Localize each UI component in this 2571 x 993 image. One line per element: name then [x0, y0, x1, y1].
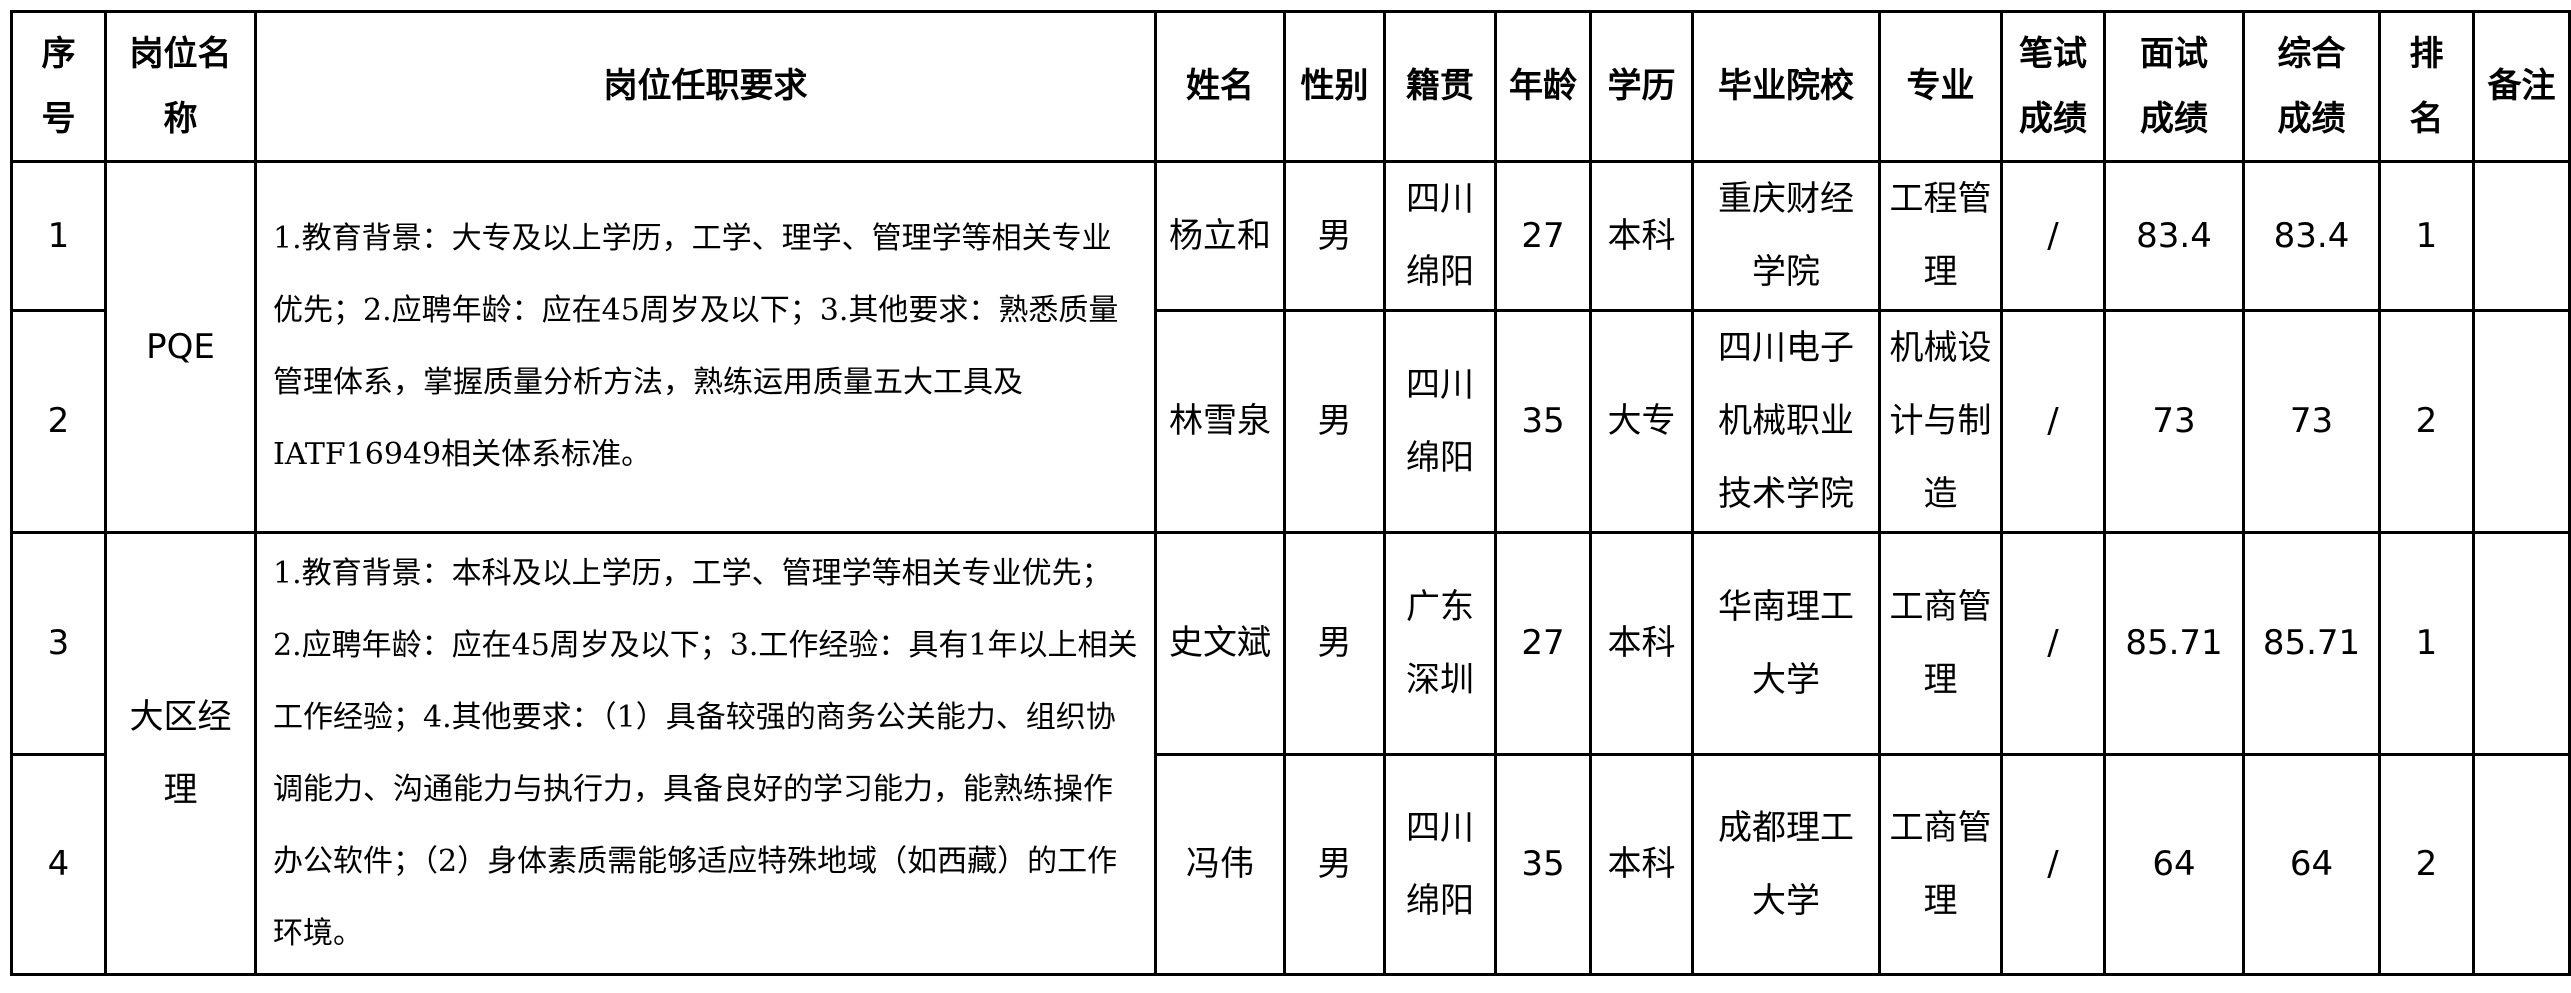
position-cell: 大区经 理 — [104, 531, 257, 977]
school-cell: 四川电子 机械职业 技术学院 — [1691, 309, 1881, 535]
written-score-cell: / — [2000, 159, 2106, 313]
name-cell: 杨立和 — [1154, 159, 1286, 313]
overall-score-cell: 83.4 — [2242, 159, 2381, 313]
col-header-written-score: 笔试 成绩 — [2000, 10, 2106, 163]
age-cell: 27 — [1494, 159, 1592, 313]
education-cell: 本科 — [1589, 159, 1694, 313]
age-cell: 27 — [1494, 531, 1592, 757]
major-cell: 工程管 理 — [1878, 159, 2003, 313]
col-header-seq: 序 号 — [10, 10, 107, 163]
rank-cell: 2 — [2378, 753, 2475, 977]
candidates-table: 序 号 岗位名 称 岗位任职要求 姓名 性别 籍贯 年龄 学历 毕业院校 专业 … — [10, 10, 2571, 977]
written-score-cell: / — [2000, 531, 2106, 757]
remark-cell — [2472, 753, 2571, 977]
seq-cell: 3 — [10, 531, 107, 757]
table-row: 3 大区经 理 1.教育背景：本科及以上学历，工学、管理学等相关专业优先；2.应… — [10, 531, 2571, 977]
school-cell: 重庆财经 学院 — [1691, 159, 1881, 313]
requirements-cell: 1.教育背景：本科及以上学历，工学、管理学等相关专业优先；2.应聘年龄：应在45… — [254, 531, 1157, 977]
table-row: 1 PQE 1.教育背景：大专及以上学历，工学、理学、管理学等相关专业优先；2.… — [10, 159, 2571, 535]
col-header-rank: 排 名 — [2378, 10, 2475, 163]
age-cell: 35 — [1494, 309, 1592, 535]
table-row: 4 冯伟 男 四川 绵阳 35 本科 成都理工 大学 工商管 理 / 64 64… — [10, 753, 2571, 977]
seq-cell: 1 — [10, 159, 107, 313]
interview-score-cell: 83.4 — [2103, 159, 2245, 313]
seq-cell: 2 — [10, 309, 107, 535]
overall-score-cell: 73 — [2242, 309, 2381, 535]
col-header-age: 年龄 — [1494, 10, 1592, 163]
seq-cell: 4 — [10, 753, 107, 977]
gender-cell: 男 — [1283, 159, 1386, 313]
name-cell: 史文斌 — [1154, 531, 1286, 757]
overall-score-cell: 85.71 — [2242, 531, 2381, 757]
name-cell: 冯伟 — [1154, 753, 1286, 977]
education-cell: 本科 — [1589, 531, 1694, 757]
header-row: 序 号 岗位名 称 岗位任职要求 姓名 性别 籍贯 年龄 学历 毕业院校 专业 … — [10, 10, 2571, 163]
hometown-cell: 四川 绵阳 — [1383, 309, 1497, 535]
remark-cell — [2472, 309, 2571, 535]
school-cell: 华南理工 大学 — [1691, 531, 1881, 757]
major-cell: 机械设 计与制 造 — [1878, 309, 2003, 535]
major-cell: 工商管 理 — [1878, 753, 2003, 977]
col-header-position: 岗位名 称 — [104, 10, 257, 163]
education-cell: 本科 — [1589, 753, 1694, 977]
rank-cell: 2 — [2378, 309, 2475, 535]
remark-cell — [2472, 159, 2571, 313]
gender-cell: 男 — [1283, 531, 1386, 757]
col-header-education: 学历 — [1589, 10, 1694, 163]
col-header-name: 姓名 — [1154, 10, 1286, 163]
rank-cell: 1 — [2378, 159, 2475, 313]
remark-cell — [2472, 531, 2571, 757]
gender-cell: 男 — [1283, 309, 1386, 535]
overall-score-cell: 64 — [2242, 753, 2381, 977]
age-cell: 35 — [1494, 753, 1592, 977]
name-cell: 林雪泉 — [1154, 309, 1286, 535]
col-header-overall-score: 综合 成绩 — [2242, 10, 2381, 163]
col-header-major: 专业 — [1878, 10, 2003, 163]
col-header-remark: 备注 — [2472, 10, 2571, 163]
position-cell: PQE — [104, 159, 257, 535]
interview-score-cell: 64 — [2103, 753, 2245, 977]
requirements-cell: 1.教育背景：大专及以上学历，工学、理学、管理学等相关专业优先；2.应聘年龄：应… — [254, 159, 1157, 535]
major-cell: 工商管 理 — [1878, 531, 2003, 757]
col-header-gender: 性别 — [1283, 10, 1386, 163]
hometown-cell: 广东 深圳 — [1383, 531, 1497, 757]
hometown-cell: 四川 绵阳 — [1383, 753, 1497, 977]
interview-score-cell: 85.71 — [2103, 531, 2245, 757]
col-header-school: 毕业院校 — [1691, 10, 1881, 163]
col-header-hometown: 籍贯 — [1383, 10, 1497, 163]
col-header-requirements: 岗位任职要求 — [254, 10, 1157, 163]
col-header-interview-score: 面试 成绩 — [2103, 10, 2245, 163]
gender-cell: 男 — [1283, 753, 1386, 977]
interview-score-cell: 73 — [2103, 309, 2245, 535]
table-row: 2 林雪泉 男 四川 绵阳 35 大专 四川电子 机械职业 技术学院 机械设 计… — [10, 309, 2571, 535]
written-score-cell: / — [2000, 753, 2106, 977]
written-score-cell: / — [2000, 309, 2106, 535]
rank-cell: 1 — [2378, 531, 2475, 757]
school-cell: 成都理工 大学 — [1691, 753, 1881, 977]
hometown-cell: 四川 绵阳 — [1383, 159, 1497, 313]
education-cell: 大专 — [1589, 309, 1694, 535]
